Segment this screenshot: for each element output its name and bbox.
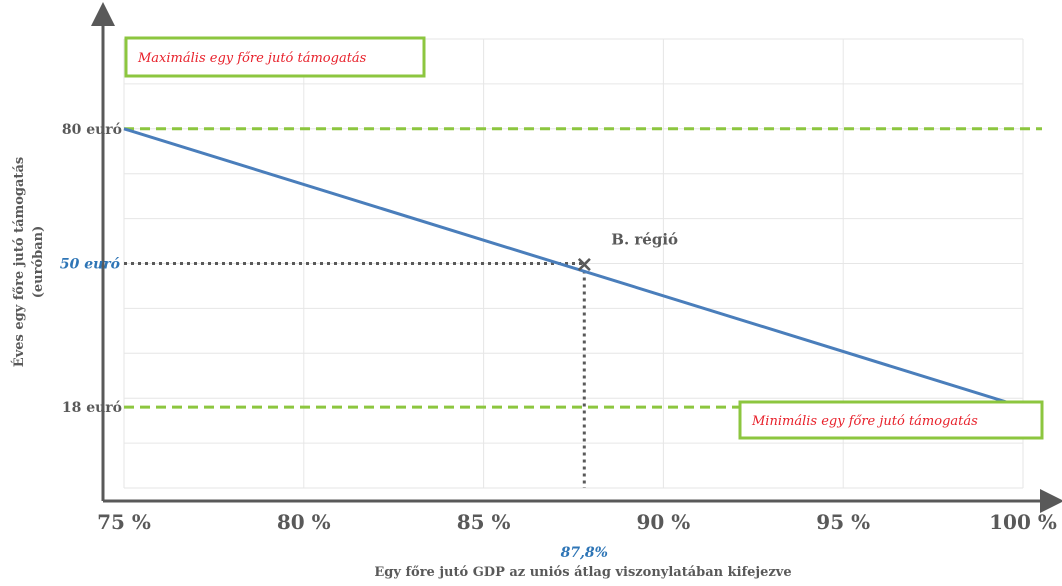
- series-line-0: [123, 127, 1024, 409]
- x-tick-label: 85 %: [457, 510, 511, 534]
- y-tick-labels: 80 euró 18 euró: [62, 122, 122, 416]
- series-group: [123, 127, 1024, 409]
- reference-lines: [124, 127, 1042, 409]
- x-tick-label: 80 %: [277, 510, 331, 534]
- highlight-x-label: 87,8%: [561, 545, 608, 561]
- point-label-b-regio: B. régió: [611, 231, 678, 249]
- highlight-y-label: 50 euró: [60, 257, 120, 273]
- min-label: Minimális egy főre jutó támogatás: [751, 414, 978, 429]
- max-label: Maximális egy főre jutó támogatás: [137, 51, 367, 66]
- x-tick-label: 90 %: [636, 510, 690, 534]
- highlight-marker: ×: [575, 253, 593, 278]
- x-tick-label: 95 %: [816, 510, 870, 534]
- x-tick-labels: 75 % 80 % 85 % 90 % 95 % 100 %: [97, 510, 1057, 534]
- min-label-box: [738, 400, 1044, 440]
- highlight-guides: [124, 262, 586, 488]
- y-tick-label: 18 euró: [62, 400, 122, 416]
- x-axis-title: Egy főre jutó GDP az uniós átlag viszony…: [374, 565, 791, 580]
- x-tick-label: 75 %: [97, 510, 151, 534]
- y-tick-label: 80 euró: [62, 122, 122, 138]
- max-label-box: [124, 36, 426, 78]
- x-tick-label: 100 %: [989, 510, 1057, 534]
- y-axis-title-line2: (euróban): [31, 226, 46, 299]
- y-axis-title-line1: Éves egy főre jutó támogatás: [11, 157, 27, 367]
